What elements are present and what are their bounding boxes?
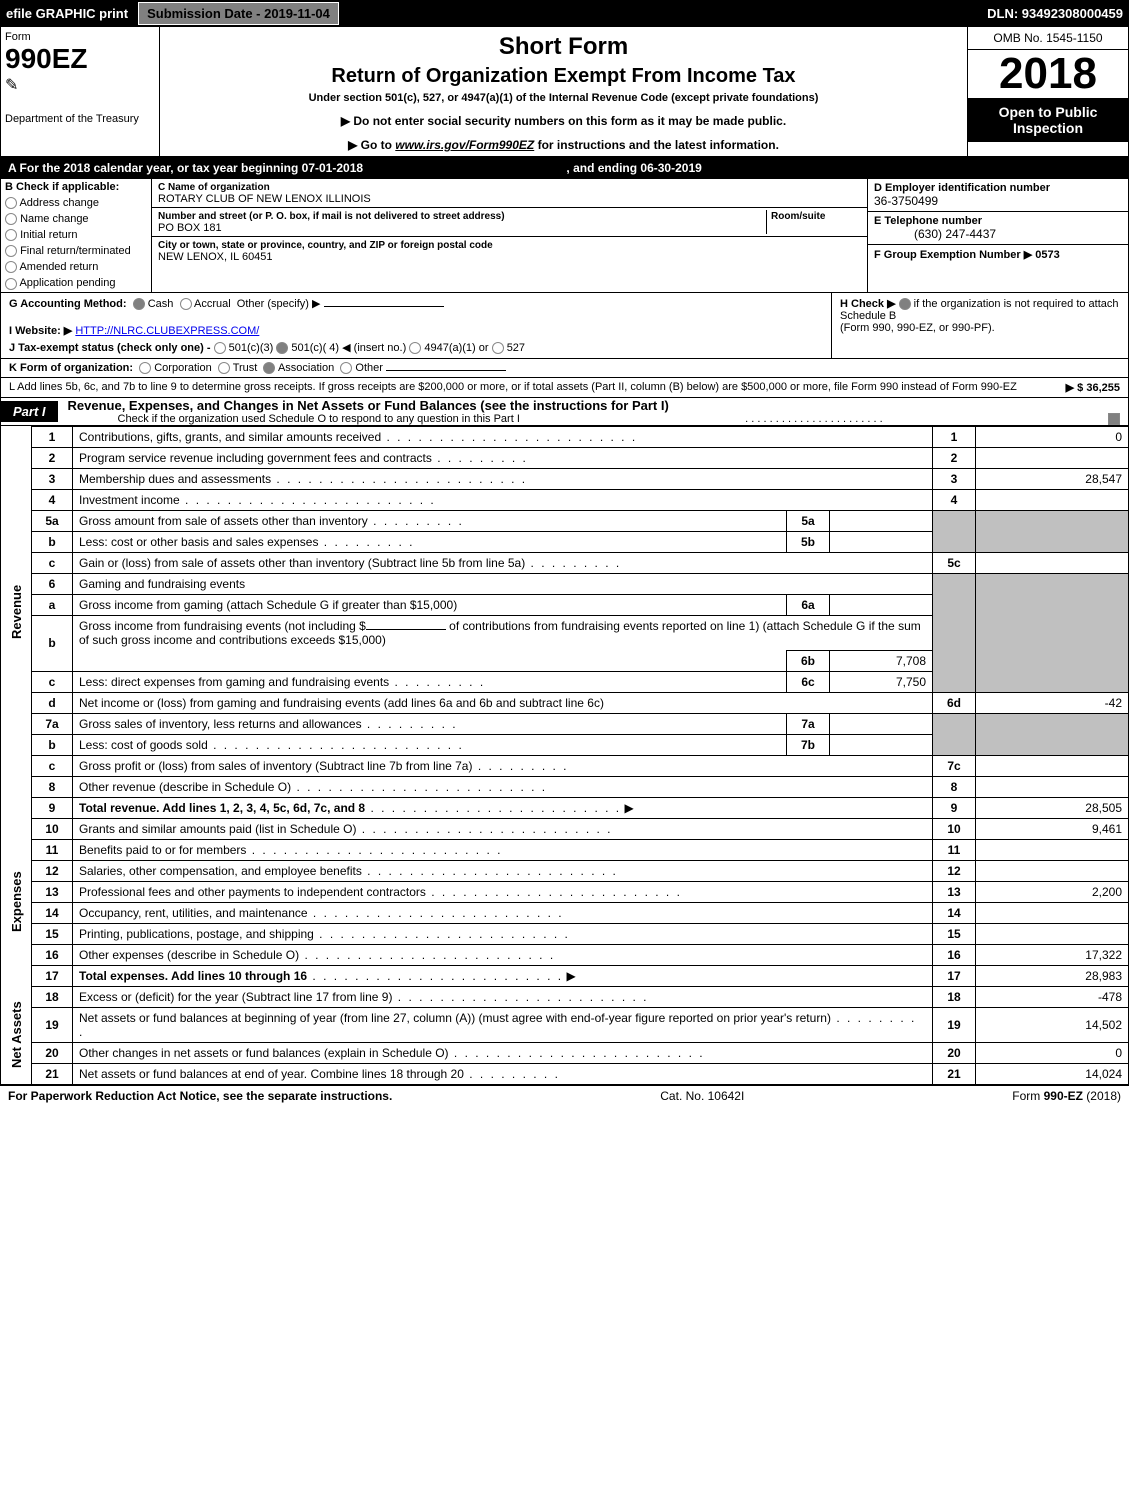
e-label: E Telephone number xyxy=(874,215,982,227)
period-bar: A For the 2018 calendar year, or tax yea… xyxy=(0,157,1129,179)
instr2-post: for instructions and the latest informat… xyxy=(534,138,779,152)
form-header: Form 990EZ ✎ Department of the Treasury … xyxy=(0,26,1129,157)
submission-date: Submission Date - 2019-11-04 xyxy=(138,2,339,25)
irs-link[interactable]: www.irs.gov/Form990EZ xyxy=(395,138,534,152)
part1-sub: Check if the organization used Schedule … xyxy=(118,413,520,425)
section-c: C Name of organization ROTARY CLUB OF NE… xyxy=(152,179,867,292)
header-center: Short Form Return of Organization Exempt… xyxy=(160,27,967,156)
part1-title: Revenue, Expenses, and Changes in Net As… xyxy=(58,398,1128,413)
omb-number: OMB No. 1545-1150 xyxy=(968,27,1128,50)
l-amount: ▶ $ 36,255 xyxy=(1066,381,1120,394)
org-name: ROTARY CLUB OF NEW LENOX ILLINOIS xyxy=(158,193,371,205)
gh-block: G Accounting Method: Cash Accrual Other … xyxy=(0,293,1129,359)
under-section: Under section 501(c), 527, or 4947(a)(1)… xyxy=(168,92,959,104)
section-def: D Employer identification number 36-3750… xyxy=(867,179,1128,292)
j-label: J Tax-exempt status (check only one) - xyxy=(9,342,211,354)
c-city-label: City or town, state or province, country… xyxy=(158,240,493,251)
form-label: Form xyxy=(5,31,155,43)
org-street: PO BOX 181 xyxy=(158,222,222,234)
part1-header: Part I Revenue, Expenses, and Changes in… xyxy=(0,398,1129,426)
h-label: H Check ▶ xyxy=(840,298,896,310)
top-bar: efile GRAPHIC print Submission Date - 20… xyxy=(0,0,1129,26)
header-right: OMB No. 1545-1150 2018 Open to Public In… xyxy=(967,27,1128,156)
period-a: A For the 2018 calendar year, or tax yea… xyxy=(8,161,363,175)
section-l: L Add lines 5b, 6c, and 7b to line 9 to … xyxy=(0,378,1129,398)
g-label: G Accounting Method: xyxy=(9,298,127,310)
check-pending[interactable]: Application pending xyxy=(1,275,151,291)
dln-label: DLN: 93492308000459 xyxy=(987,6,1123,21)
c-name-label: C Name of organization xyxy=(158,182,270,193)
tax-year: 2018 xyxy=(968,50,1128,98)
section-b: B Check if applicable: Address change Na… xyxy=(1,179,152,292)
irs-icon: ✎ xyxy=(5,75,155,95)
instr2-pre: ▶ Go to xyxy=(348,138,395,152)
check-address[interactable]: Address change xyxy=(1,195,151,211)
part1-checkbox[interactable] xyxy=(1108,413,1120,425)
instruction-2: ▶ Go to www.irs.gov/Form990EZ for instru… xyxy=(168,138,959,152)
header-left: Form 990EZ ✎ Department of the Treasury xyxy=(1,27,160,156)
footer-center: Cat. No. 10642I xyxy=(660,1089,744,1103)
website-link[interactable]: HTTP://NLRC.CLUBEXPRESS.COM/ xyxy=(75,325,259,337)
period-b: , and ending 06-30-2019 xyxy=(566,161,701,175)
check-final[interactable]: Final return/terminated xyxy=(1,243,151,259)
k-label: K Form of organization: xyxy=(9,362,133,374)
c-street-label: Number and street (or P. O. box, if mail… xyxy=(158,211,505,222)
l-text: L Add lines 5b, 6c, and 7b to line 9 to … xyxy=(9,381,1066,394)
i-label: I Website: ▶ xyxy=(9,325,72,337)
accrual-radio[interactable] xyxy=(180,298,192,310)
section-g: G Accounting Method: Cash Accrual Other … xyxy=(1,293,831,358)
form-number: 990EZ xyxy=(5,43,155,75)
section-k: K Form of organization: Corporation Trus… xyxy=(0,359,1129,378)
return-title: Return of Organization Exempt From Incom… xyxy=(168,65,959,88)
short-form-title: Short Form xyxy=(168,33,959,61)
cash-radio[interactable] xyxy=(133,298,145,310)
room-label: Room/suite xyxy=(771,211,825,222)
lines-table: Revenue 1 Contributions, gifts, grants, … xyxy=(0,426,1129,1085)
efile-label: efile GRAPHIC print xyxy=(6,6,128,21)
h-text2: (Form 990, 990-EZ, or 990-PF). xyxy=(840,322,995,334)
info-block: B Check if applicable: Address change Na… xyxy=(0,179,1129,293)
netassets-side-label: Net Assets xyxy=(1,986,32,1084)
department-label: Department of the Treasury xyxy=(5,113,155,125)
org-city: NEW LENOX, IL 60451 xyxy=(158,251,273,263)
expenses-side-label: Expenses xyxy=(1,818,32,986)
ein-value: 36-3750499 xyxy=(874,194,938,208)
open-public: Open to Public Inspection xyxy=(968,98,1128,142)
phone-value: (630) 247-4437 xyxy=(874,227,996,241)
d-label: D Employer identification number xyxy=(874,182,1050,194)
footer-left: For Paperwork Reduction Act Notice, see … xyxy=(8,1089,392,1103)
check-name[interactable]: Name change xyxy=(1,211,151,227)
footer-right: Form 990-EZ (2018) xyxy=(1012,1089,1121,1103)
part1-sub-dots: . . . . . . . . . . . . . . . . . . . . … xyxy=(745,413,883,425)
f-label: F Group Exemption Number ▶ 0573 xyxy=(874,249,1060,261)
check-initial[interactable]: Initial return xyxy=(1,227,151,243)
section-h: H Check ▶ if the organization is not req… xyxy=(831,293,1128,358)
check-amended[interactable]: Amended return xyxy=(1,259,151,275)
instruction-1: ▶ Do not enter social security numbers o… xyxy=(168,114,959,128)
revenue-side-label: Revenue xyxy=(1,426,32,797)
section-b-label: B Check if applicable: xyxy=(1,179,151,195)
part1-tab: Part I xyxy=(1,401,58,422)
h-checkbox[interactable] xyxy=(899,298,911,310)
footer: For Paperwork Reduction Act Notice, see … xyxy=(0,1085,1129,1106)
